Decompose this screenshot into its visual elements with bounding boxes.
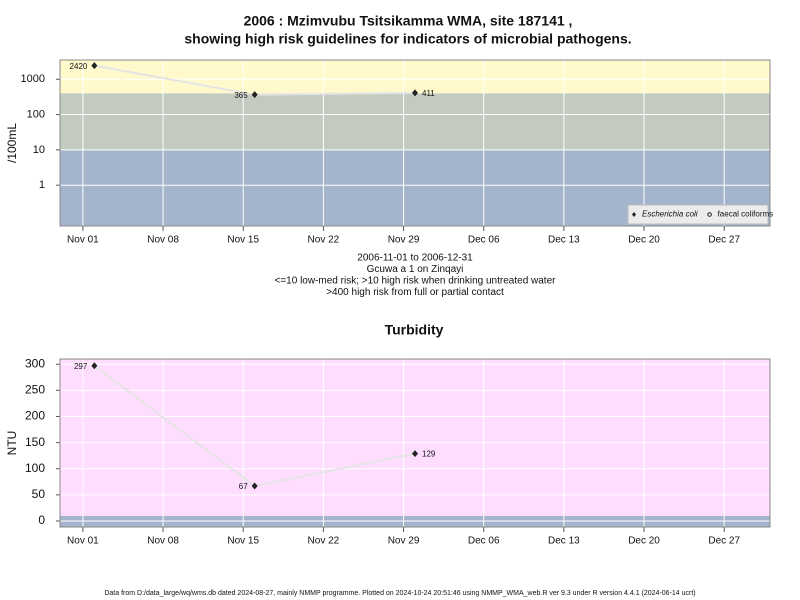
x-tick-label: Dec 27 bbox=[708, 536, 740, 547]
legend-box bbox=[627, 204, 769, 225]
y-axis-label: /100mL bbox=[5, 123, 19, 163]
data-label: 411 bbox=[422, 89, 435, 98]
x-tick-label: Nov 01 bbox=[67, 235, 99, 246]
note: Gcuwa a 1 on Zinqayi bbox=[367, 264, 464, 275]
y-tick-label: 250 bbox=[25, 383, 45, 397]
y-tick-label: 0 bbox=[38, 513, 45, 527]
note: >400 high risk from full or partial cont… bbox=[326, 287, 504, 298]
x-tick-label: Nov 22 bbox=[308, 235, 340, 246]
y-tick-label: 100 bbox=[27, 108, 45, 120]
data-label: 365 bbox=[234, 91, 248, 100]
x-tick-label: Nov 22 bbox=[308, 536, 340, 547]
y-tick-label: 200 bbox=[25, 409, 45, 423]
y-tick-label: 100 bbox=[25, 461, 45, 475]
chart-title: 2006 : Mzimvubu Tsitsikamma WMA, site 18… bbox=[244, 13, 573, 29]
plot-frame bbox=[59, 358, 771, 528]
x-tick-label: Dec 27 bbox=[708, 235, 740, 246]
legend-label: Escherichia coli bbox=[642, 210, 698, 219]
y-tick-label: 50 bbox=[32, 487, 46, 501]
point bbox=[412, 89, 418, 97]
risk-band bbox=[60, 60, 770, 94]
point bbox=[251, 91, 258, 99]
chart-title: showing high risk guidelines for indicat… bbox=[184, 31, 631, 47]
risk-band bbox=[60, 93, 770, 150]
plot-frame bbox=[59, 59, 771, 227]
y-tick-label: 300 bbox=[25, 356, 45, 370]
point bbox=[91, 362, 98, 370]
x-tick-label: Dec 06 bbox=[468, 235, 500, 246]
note: 2006-11-01 to 2006-12-31 bbox=[357, 253, 473, 264]
note: <=10 low-med risk; >10 high risk when dr… bbox=[275, 276, 557, 287]
y-tick-label: 10 bbox=[33, 144, 45, 156]
x-tick-label: Nov 29 bbox=[388, 235, 420, 246]
footer: Data from D:/data_large/wq/wms.db dated … bbox=[104, 590, 695, 597]
legend-marker bbox=[707, 212, 712, 217]
x-tick-label: Nov 08 bbox=[147, 235, 179, 246]
x-tick-label: Nov 08 bbox=[147, 536, 179, 547]
x-tick-label: Dec 20 bbox=[628, 536, 660, 547]
y-tick-label: 150 bbox=[25, 435, 45, 449]
x-tick-label: Nov 15 bbox=[227, 536, 259, 547]
x-tick-label: Nov 29 bbox=[388, 536, 420, 547]
data-label: 297 bbox=[74, 362, 88, 371]
x-tick-label: Dec 06 bbox=[468, 536, 500, 547]
chart-title: Turbidity bbox=[385, 322, 444, 338]
y-tick-label: 1 bbox=[39, 179, 45, 191]
x-tick-label: Dec 13 bbox=[548, 536, 580, 547]
legend-marker bbox=[632, 212, 636, 217]
legend-label: faecal coliforms bbox=[718, 210, 774, 219]
x-tick-label: Nov 15 bbox=[227, 235, 259, 246]
x-tick-label: Dec 13 bbox=[548, 235, 580, 246]
y-tick-label: 1000 bbox=[21, 73, 45, 85]
data-label: 2420 bbox=[70, 62, 88, 71]
x-tick-label: Dec 20 bbox=[628, 235, 660, 246]
y-axis-label: NTU bbox=[5, 431, 19, 456]
point bbox=[251, 482, 258, 490]
point bbox=[91, 62, 98, 70]
data-label: 67 bbox=[239, 482, 248, 491]
risk-band bbox=[60, 359, 770, 516]
point bbox=[412, 450, 418, 458]
x-tick-label: Nov 01 bbox=[67, 536, 99, 547]
data-label: 129 bbox=[422, 450, 436, 459]
